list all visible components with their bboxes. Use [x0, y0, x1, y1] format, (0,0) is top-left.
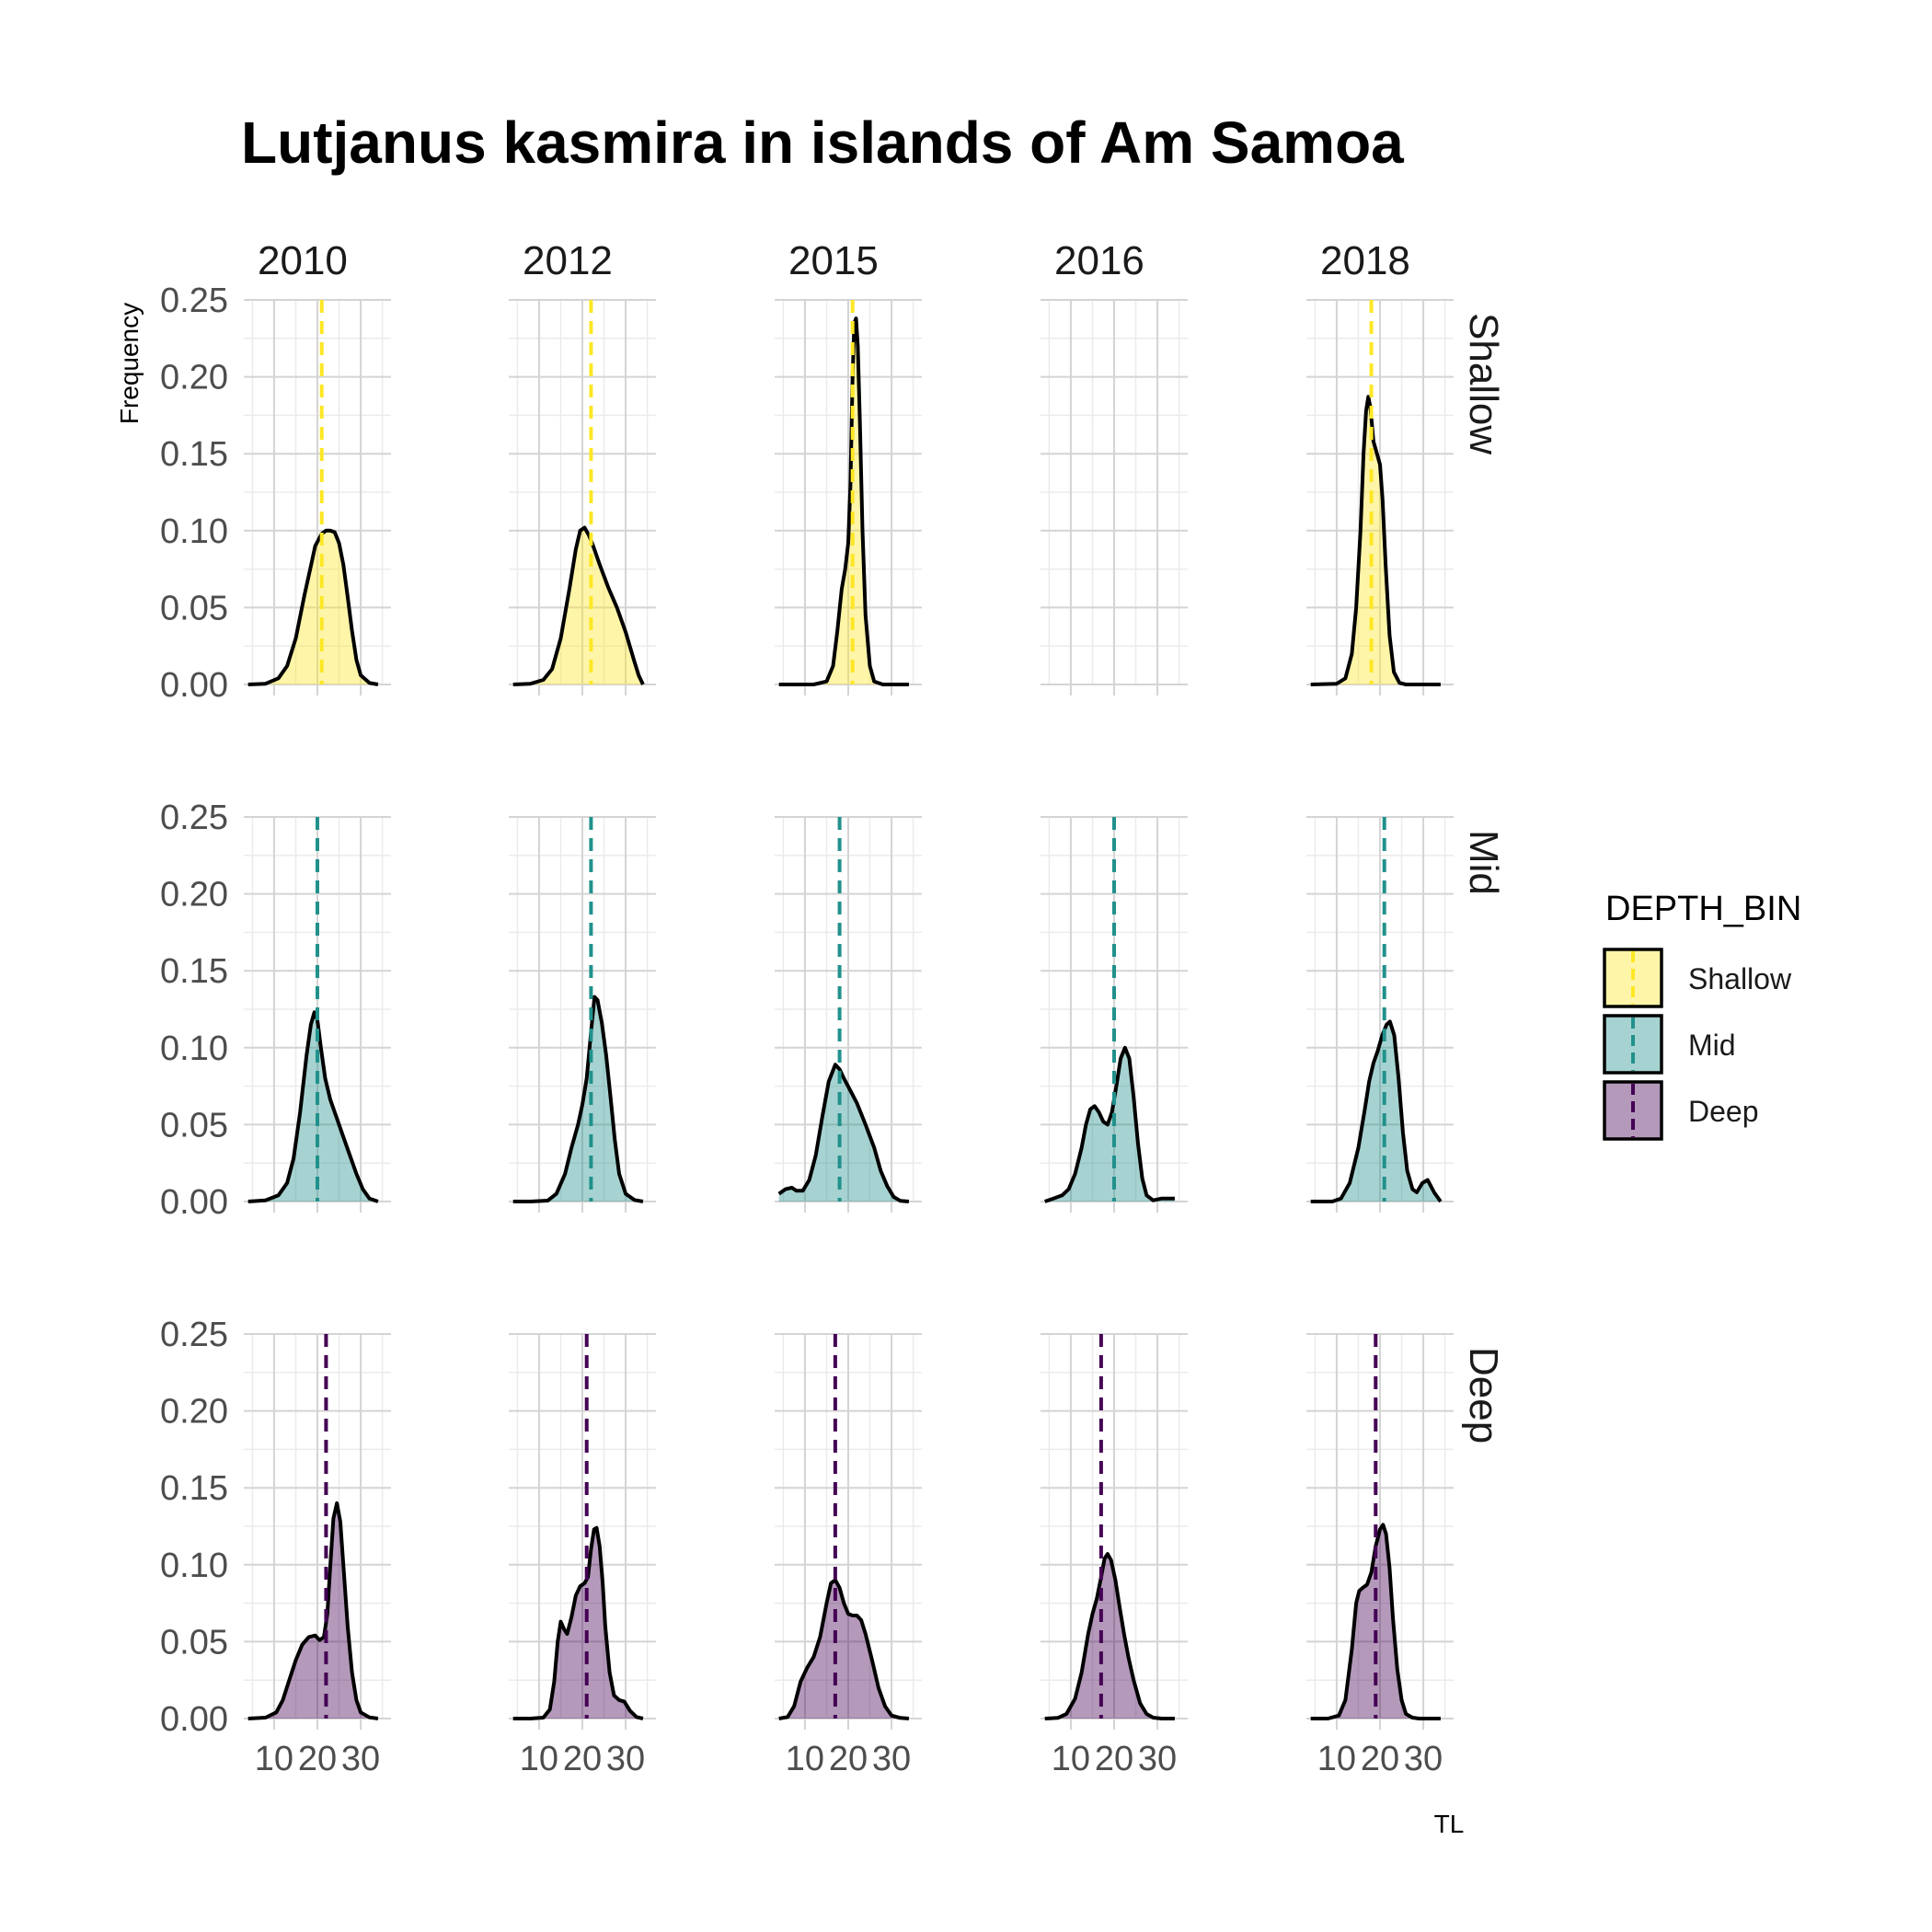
density-2015-deep	[778, 1334, 910, 1720]
x-tick-label: 20	[1095, 1740, 1133, 1778]
panel-2012-shallow	[509, 299, 656, 696]
x-tick-label: 10	[786, 1740, 824, 1778]
density-line	[778, 1578, 910, 1720]
panel-2010-deep	[244, 1333, 391, 1730]
density-line	[1310, 1523, 1441, 1720]
density-2016-mid	[1044, 817, 1175, 1203]
x-axis-title: TL	[1434, 1810, 1465, 1838]
strip-label-shallow: Shallow	[1461, 313, 1506, 454]
density-2010-deep	[247, 1334, 379, 1720]
density-line	[1044, 1045, 1175, 1203]
panel-2016-shallow	[1041, 299, 1188, 696]
density-line	[247, 528, 379, 686]
legend-label: Mid	[1688, 1029, 1736, 1062]
y-tick-label: 0.00	[160, 1183, 228, 1222]
density-2012-shallow	[512, 300, 645, 686]
x-tick-label: 10	[1317, 1740, 1356, 1778]
panel-2010-shallow	[244, 299, 391, 696]
y-tick-label: 0.00	[160, 1700, 228, 1739]
y-tick-label: 0.00	[160, 666, 228, 705]
facet-panels	[244, 299, 1454, 1730]
density-line	[1044, 1552, 1175, 1720]
x-tick-label: 30	[606, 1740, 645, 1778]
strip-label-deep: Deep	[1461, 1347, 1506, 1443]
facet-strips: 2010 2012 2015 2016 2018 Shallow Mid Deep	[258, 238, 1506, 1443]
density-area	[512, 1527, 643, 1719]
y-tick-label: 0.15	[160, 1469, 228, 1508]
density-area	[512, 996, 643, 1202]
x-tick-label: 20	[298, 1740, 337, 1778]
density-2016-deep	[1044, 1334, 1175, 1720]
y-tick-label: 0.20	[160, 876, 228, 914]
y-axis-title: Frequency	[115, 303, 144, 424]
density-line	[777, 1063, 910, 1203]
density-2012-mid	[512, 817, 644, 1203]
x-tick-label: 30	[341, 1740, 380, 1778]
x-tick-label: 10	[255, 1740, 293, 1778]
x-tick-label: 30	[1404, 1740, 1443, 1778]
strip-label-2012: 2012	[523, 238, 613, 283]
density-line	[1310, 1019, 1443, 1203]
y-tick-label: 0.05	[160, 1106, 228, 1144]
y-tick-label: 0.05	[160, 589, 228, 627]
panel-2018-shallow	[1306, 299, 1454, 696]
density-2018-deep	[1310, 1334, 1441, 1720]
panel-2012-deep	[509, 1333, 656, 1730]
y-tick-label: 0.10	[160, 1547, 228, 1585]
strip-label-2015: 2015	[788, 238, 879, 283]
x-tick-label: 10	[1052, 1740, 1090, 1778]
legend: Shallow Mid Deep	[1603, 948, 1792, 1141]
y-tick-label: 0.10	[160, 1029, 228, 1068]
y-tick-label: 0.25	[160, 799, 228, 837]
density-area	[512, 527, 643, 684]
x-tick-label: 20	[563, 1740, 602, 1778]
y-tick-label: 0.10	[160, 512, 228, 551]
panel-2016-deep	[1041, 1333, 1188, 1730]
chart-title: Lutjanus kasmira in islands of Am Samoa	[241, 109, 1404, 176]
x-tick-label: 30	[1138, 1740, 1177, 1778]
legend-label: Deep	[1688, 1095, 1759, 1128]
panel-2015-shallow	[775, 299, 922, 696]
x-tick-label: 20	[1361, 1740, 1399, 1778]
axes: 0.00 0.05 0.10 0.15 0.20 0.25 0.00 0.05 0.10 0.15…	[160, 282, 1443, 1778]
density-area	[1310, 1021, 1441, 1202]
strip-label-2018: 2018	[1320, 238, 1410, 283]
legend-item-mid: Mid	[1603, 1014, 1736, 1075]
density-area	[247, 530, 378, 684]
strip-label-2010: 2010	[258, 238, 348, 283]
y-tick-label: 0.15	[160, 435, 228, 474]
x-tick-label: 10	[520, 1740, 558, 1778]
legend-item-shallow: Shallow	[1603, 948, 1792, 1008]
density-2010-mid	[247, 817, 379, 1203]
y-tick-label: 0.20	[160, 359, 228, 397]
legend-item-deep: Deep	[1603, 1080, 1759, 1141]
density-2010-shallow	[247, 300, 379, 686]
strip-label-mid: Mid	[1461, 830, 1506, 895]
legend-title: DEPTH_BIN	[1605, 890, 1801, 928]
y-tick-label: 0.20	[160, 1393, 228, 1432]
x-tick-label: 30	[872, 1740, 911, 1778]
density-area	[1044, 1047, 1175, 1202]
density-2015-mid	[777, 817, 910, 1203]
density-line	[1310, 395, 1441, 686]
density-area	[778, 1064, 909, 1202]
y-tick-label: 0.25	[160, 1316, 228, 1354]
density-area	[247, 1012, 378, 1202]
density-2018-mid	[1310, 817, 1443, 1203]
y-tick-label: 0.15	[160, 952, 228, 991]
density-area	[247, 1502, 378, 1719]
strip-label-2016: 2016	[1054, 238, 1144, 283]
legend-label: Shallow	[1688, 962, 1792, 995]
density-area	[1310, 397, 1441, 684]
density-area	[1044, 1554, 1175, 1719]
density-2012-deep	[512, 1334, 644, 1720]
y-tick-label: 0.25	[160, 282, 228, 320]
density-area	[778, 318, 909, 684]
x-tick-label: 20	[829, 1740, 868, 1778]
y-tick-label: 0.05	[160, 1623, 228, 1662]
density-2015-shallow	[778, 300, 909, 686]
density-2018-shallow	[1310, 300, 1441, 686]
density-line	[512, 525, 645, 686]
